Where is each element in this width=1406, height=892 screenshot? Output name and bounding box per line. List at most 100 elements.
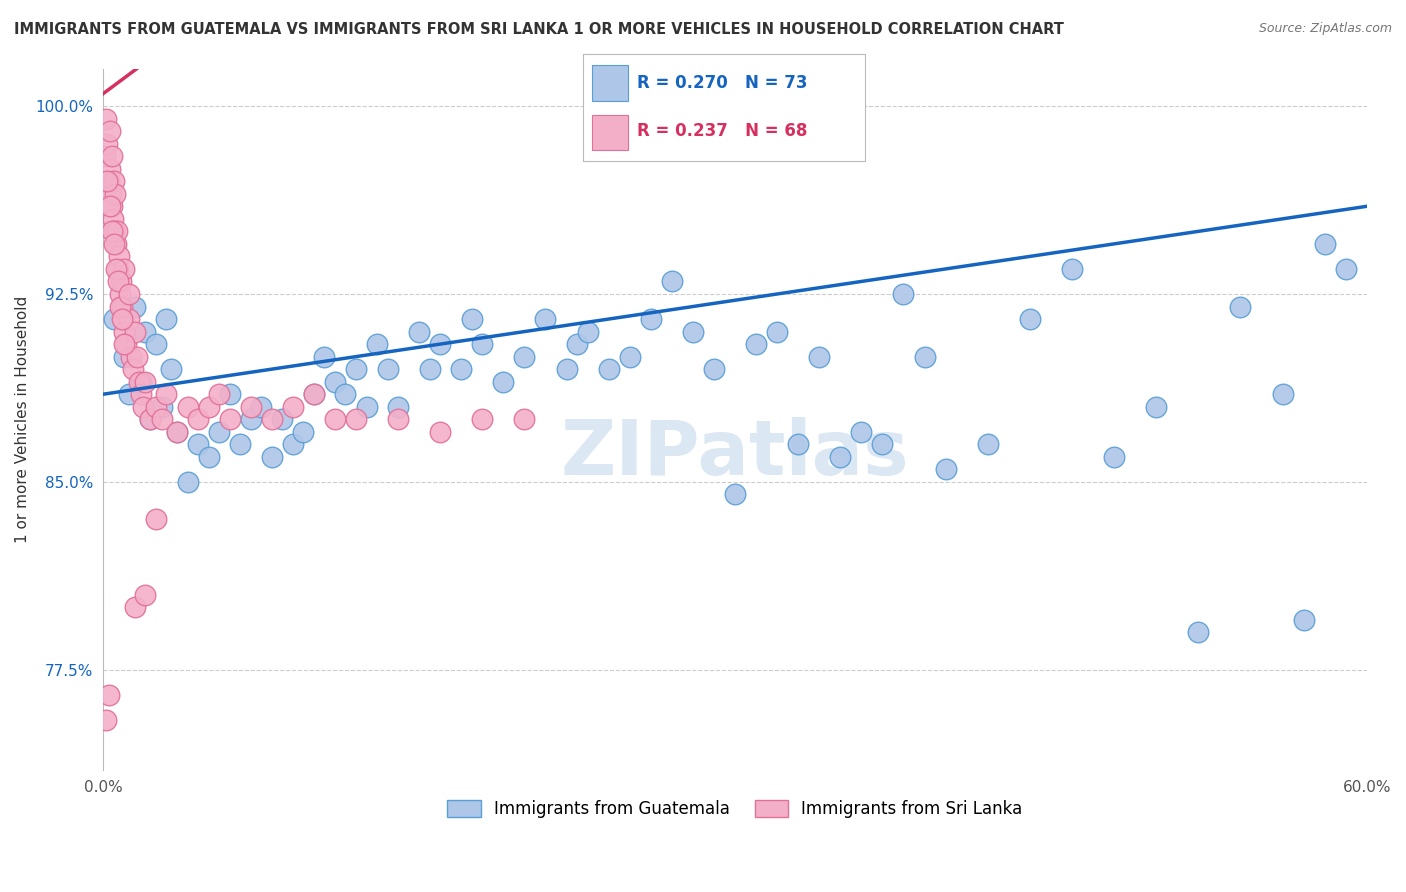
Point	[104, 186, 127, 201]
Point	[105, 224, 128, 238]
Point	[344, 362, 367, 376]
Point	[120, 350, 142, 364]
Point	[619, 350, 641, 364]
Point	[96, 112, 118, 126]
Bar	[592, 65, 628, 101]
Text: ZIPatlas: ZIPatlas	[561, 417, 910, 491]
Point	[377, 362, 399, 376]
Point	[112, 350, 135, 364]
Text: Source: ZipAtlas.com: Source: ZipAtlas.com	[1258, 22, 1392, 36]
Point	[356, 400, 378, 414]
Point	[914, 350, 936, 364]
Point	[124, 600, 146, 615]
Point	[534, 312, 557, 326]
Point	[125, 350, 148, 364]
Point	[576, 325, 599, 339]
Point	[808, 350, 831, 364]
Point	[159, 362, 181, 376]
Point	[98, 199, 121, 213]
Point	[976, 437, 998, 451]
Point	[197, 450, 219, 464]
Point	[872, 437, 894, 451]
Point	[124, 325, 146, 339]
Point	[218, 387, 240, 401]
Point	[893, 287, 915, 301]
Point	[97, 174, 120, 188]
Point	[1187, 625, 1209, 640]
Text: R = 0.237   N = 68: R = 0.237 N = 68	[637, 122, 807, 140]
Point	[166, 425, 188, 439]
Point	[366, 337, 388, 351]
Point	[112, 262, 135, 277]
Point	[100, 186, 122, 201]
Point	[145, 337, 167, 351]
Point	[98, 161, 121, 176]
Point	[555, 362, 578, 376]
Point	[117, 312, 139, 326]
Point	[1229, 300, 1251, 314]
Point	[107, 275, 129, 289]
Point	[323, 375, 346, 389]
Point	[1334, 262, 1357, 277]
Point	[513, 350, 536, 364]
Point	[239, 412, 262, 426]
Point	[745, 337, 768, 351]
Point	[112, 312, 135, 326]
Point	[108, 287, 131, 301]
Point	[450, 362, 472, 376]
Point	[1292, 613, 1315, 627]
Point	[124, 300, 146, 314]
Point	[166, 425, 188, 439]
Point	[96, 136, 118, 151]
Y-axis label: 1 or more Vehicles in Household: 1 or more Vehicles in Household	[15, 295, 30, 543]
Point	[117, 387, 139, 401]
Point	[96, 713, 118, 727]
Point	[145, 400, 167, 414]
Point	[98, 124, 121, 138]
Point	[115, 337, 138, 351]
Point	[281, 437, 304, 451]
Point	[108, 300, 131, 314]
Point	[104, 236, 127, 251]
Point	[94, 149, 117, 163]
Point	[97, 688, 120, 702]
Point	[1060, 262, 1083, 277]
Point	[260, 450, 283, 464]
Point	[208, 425, 231, 439]
Point	[155, 312, 177, 326]
Point	[129, 387, 152, 401]
Point	[492, 375, 515, 389]
Point	[787, 437, 810, 451]
Point	[250, 400, 273, 414]
Point	[724, 487, 747, 501]
Point	[155, 387, 177, 401]
Point	[408, 325, 430, 339]
Point	[145, 512, 167, 526]
Point	[302, 387, 325, 401]
Point	[197, 400, 219, 414]
Bar	[592, 114, 628, 150]
Point	[387, 412, 409, 426]
Point	[117, 287, 139, 301]
Point	[187, 412, 209, 426]
Point	[323, 412, 346, 426]
Point	[513, 412, 536, 426]
Point	[187, 437, 209, 451]
Point	[121, 362, 143, 376]
Point	[100, 199, 122, 213]
Point	[302, 387, 325, 401]
Point	[107, 262, 129, 277]
Point	[471, 412, 494, 426]
Point	[429, 425, 451, 439]
Point	[103, 312, 125, 326]
Point	[830, 450, 852, 464]
Point	[103, 224, 125, 238]
Point	[150, 412, 173, 426]
Point	[471, 337, 494, 351]
Point	[281, 400, 304, 414]
Point	[138, 412, 160, 426]
Point	[1271, 387, 1294, 401]
Point	[1313, 236, 1336, 251]
Point	[344, 412, 367, 426]
Point	[239, 400, 262, 414]
